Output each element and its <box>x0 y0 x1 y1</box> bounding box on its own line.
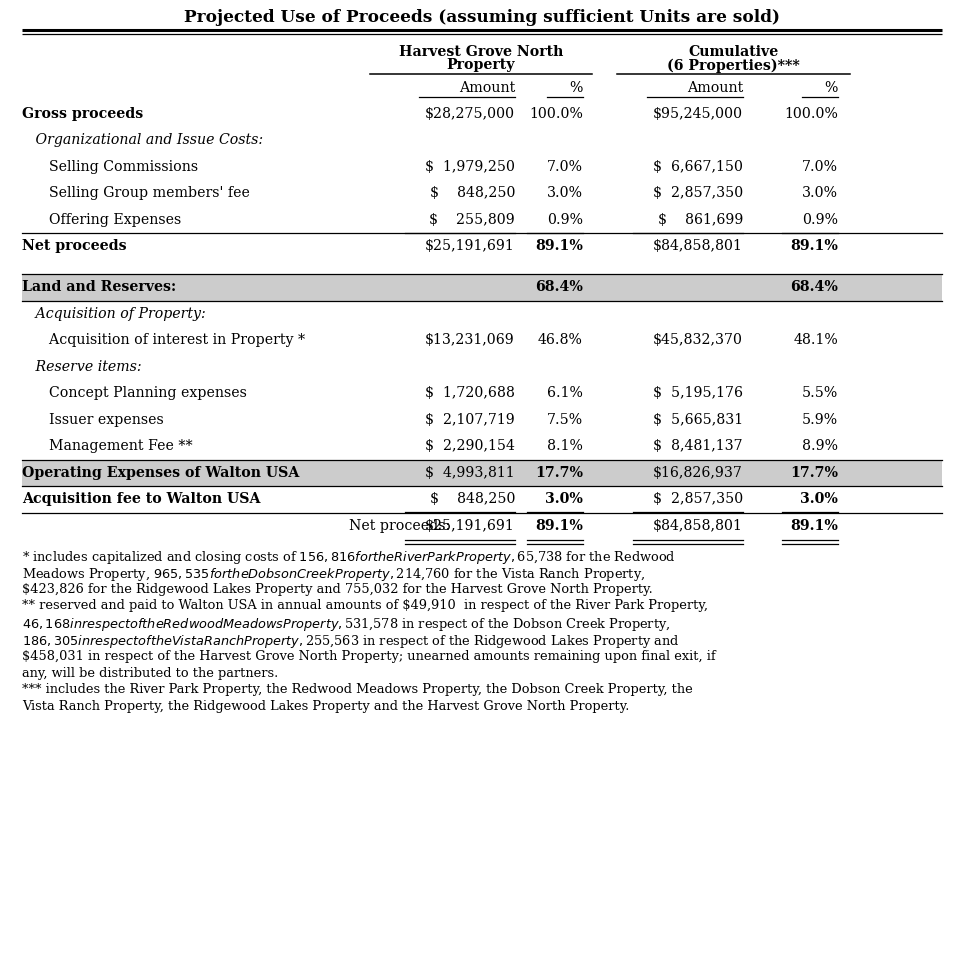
Text: $  4,993,811: $ 4,993,811 <box>425 466 515 480</box>
Text: Acquisition of Property:: Acquisition of Property: <box>22 307 205 321</box>
Text: $423,826 for the Ridgewood Lakes Property and 755,032 for the Harvest Grove Nort: $423,826 for the Ridgewood Lakes Propert… <box>22 583 653 596</box>
Text: Issuer expenses: Issuer expenses <box>22 412 164 427</box>
Text: 5.9%: 5.9% <box>802 412 838 427</box>
Text: Amount: Amount <box>686 82 743 96</box>
Text: 3.0%: 3.0% <box>800 492 838 506</box>
Text: Vista Ranch Property, the Ridgewood Lakes Property and the Harvest Grove North P: Vista Ranch Property, the Ridgewood Lake… <box>22 700 629 713</box>
Text: $    861,699: $ 861,699 <box>657 213 743 226</box>
Text: Management Fee **: Management Fee ** <box>22 439 193 454</box>
Text: Net proceeds: Net proceeds <box>22 239 126 253</box>
Text: $25,191,691: $25,191,691 <box>425 239 515 253</box>
Text: Land and Reserves:: Land and Reserves: <box>22 280 176 294</box>
Text: $186,305 in respect of the Vista Ranch Property, $255,563 in respect of the Ridg: $186,305 in respect of the Vista Ranch P… <box>22 633 680 650</box>
Text: * includes capitalized and closing costs of $156,816 for the River Park Property: * includes capitalized and closing costs… <box>22 550 676 566</box>
Text: 0.9%: 0.9% <box>547 213 583 226</box>
Text: $    255,809: $ 255,809 <box>429 213 515 226</box>
Text: 7.0%: 7.0% <box>547 160 583 174</box>
Text: 3.0%: 3.0% <box>802 186 838 200</box>
Text: ** reserved and paid to Walton USA in annual amounts of $49,910  in respect of t: ** reserved and paid to Walton USA in an… <box>22 599 708 613</box>
Text: Property: Property <box>446 58 515 73</box>
Text: Harvest Grove North: Harvest Grove North <box>399 44 563 58</box>
Text: Organizational and Issue Costs:: Organizational and Issue Costs: <box>22 133 263 148</box>
Text: 7.5%: 7.5% <box>547 412 583 427</box>
Text: Operating Expenses of Walton USA: Operating Expenses of Walton USA <box>22 466 300 480</box>
Text: Gross proceeds: Gross proceeds <box>22 106 144 121</box>
Text: $28,275,000: $28,275,000 <box>425 106 515 121</box>
Text: Net proceeds:: Net proceeds: <box>349 519 450 533</box>
Text: $46,168 in respect of the Redwood Meadows Property, $531,578 in respect of the D: $46,168 in respect of the Redwood Meadow… <box>22 617 671 633</box>
Text: Acquisition of interest in Property *: Acquisition of interest in Property * <box>22 334 306 347</box>
Text: Cumulative: Cumulative <box>688 44 779 58</box>
Text: $45,832,370: $45,832,370 <box>653 334 743 347</box>
Text: $84,858,801: $84,858,801 <box>654 519 743 533</box>
Text: $16,826,937: $16,826,937 <box>654 466 743 480</box>
Text: Concept Planning expenses: Concept Planning expenses <box>22 386 247 400</box>
Text: 8.9%: 8.9% <box>802 439 838 454</box>
Text: $  5,195,176: $ 5,195,176 <box>653 386 743 400</box>
Text: 89.1%: 89.1% <box>535 519 583 533</box>
Text: 7.0%: 7.0% <box>802 160 838 174</box>
Text: $95,245,000: $95,245,000 <box>653 106 743 121</box>
Text: 46.8%: 46.8% <box>538 334 583 347</box>
Text: Selling Commissions: Selling Commissions <box>22 160 199 174</box>
Text: 6.1%: 6.1% <box>548 386 583 400</box>
Text: 17.7%: 17.7% <box>535 466 583 480</box>
Text: 17.7%: 17.7% <box>790 466 838 480</box>
Text: $458,031 in respect of the Harvest Grove North Property; unearned amounts remain: $458,031 in respect of the Harvest Grove… <box>22 650 715 663</box>
Text: 3.0%: 3.0% <box>547 186 583 200</box>
Text: Offering Expenses: Offering Expenses <box>22 213 181 226</box>
Text: Amount: Amount <box>459 82 515 96</box>
Text: *** includes the River Park Property, the Redwood Meadows Property, the Dobson C: *** includes the River Park Property, th… <box>22 684 693 696</box>
Text: Acquisition fee to Walton USA: Acquisition fee to Walton USA <box>22 492 260 506</box>
Text: 68.4%: 68.4% <box>535 280 583 294</box>
Text: $  5,665,831: $ 5,665,831 <box>653 412 743 427</box>
Bar <box>22 459 942 486</box>
Text: 8.1%: 8.1% <box>548 439 583 454</box>
Text: $    848,250: $ 848,250 <box>430 186 515 200</box>
Text: $  2,857,350: $ 2,857,350 <box>653 186 743 200</box>
Text: $25,191,691: $25,191,691 <box>425 519 515 533</box>
Text: any, will be distributed to the partners.: any, will be distributed to the partners… <box>22 667 279 680</box>
Text: $  2,107,719: $ 2,107,719 <box>425 412 515 427</box>
Text: $  2,857,350: $ 2,857,350 <box>653 492 743 506</box>
Text: $84,858,801: $84,858,801 <box>654 239 743 253</box>
Text: 68.4%: 68.4% <box>790 280 838 294</box>
Text: $    848,250: $ 848,250 <box>430 492 515 506</box>
Text: (6 Properties)***: (6 Properties)*** <box>667 58 800 73</box>
Text: $  2,290,154: $ 2,290,154 <box>425 439 515 454</box>
Text: $  8,481,137: $ 8,481,137 <box>654 439 743 454</box>
Text: $  1,979,250: $ 1,979,250 <box>425 160 515 174</box>
Bar <box>22 274 942 300</box>
Text: 5.5%: 5.5% <box>802 386 838 400</box>
Text: 100.0%: 100.0% <box>529 106 583 121</box>
Text: 89.1%: 89.1% <box>790 519 838 533</box>
Text: Meadows Property, $965,535 for the Dobson Creek Property, $214,760 for the Vista: Meadows Property, $965,535 for the Dobso… <box>22 566 645 583</box>
Text: Projected Use of Proceeds (assuming sufficient Units are sold): Projected Use of Proceeds (assuming suff… <box>184 10 780 27</box>
Text: 3.0%: 3.0% <box>545 492 583 506</box>
Text: Selling Group members' fee: Selling Group members' fee <box>22 186 250 200</box>
Text: $  1,720,688: $ 1,720,688 <box>425 386 515 400</box>
Text: %: % <box>824 82 838 96</box>
Text: Reserve items:: Reserve items: <box>22 360 142 374</box>
Text: 48.1%: 48.1% <box>793 334 838 347</box>
Text: 100.0%: 100.0% <box>784 106 838 121</box>
Text: 89.1%: 89.1% <box>535 239 583 253</box>
Text: %: % <box>570 82 583 96</box>
Text: 89.1%: 89.1% <box>790 239 838 253</box>
Text: $13,231,069: $13,231,069 <box>425 334 515 347</box>
Text: $  6,667,150: $ 6,667,150 <box>653 160 743 174</box>
Text: 0.9%: 0.9% <box>802 213 838 226</box>
